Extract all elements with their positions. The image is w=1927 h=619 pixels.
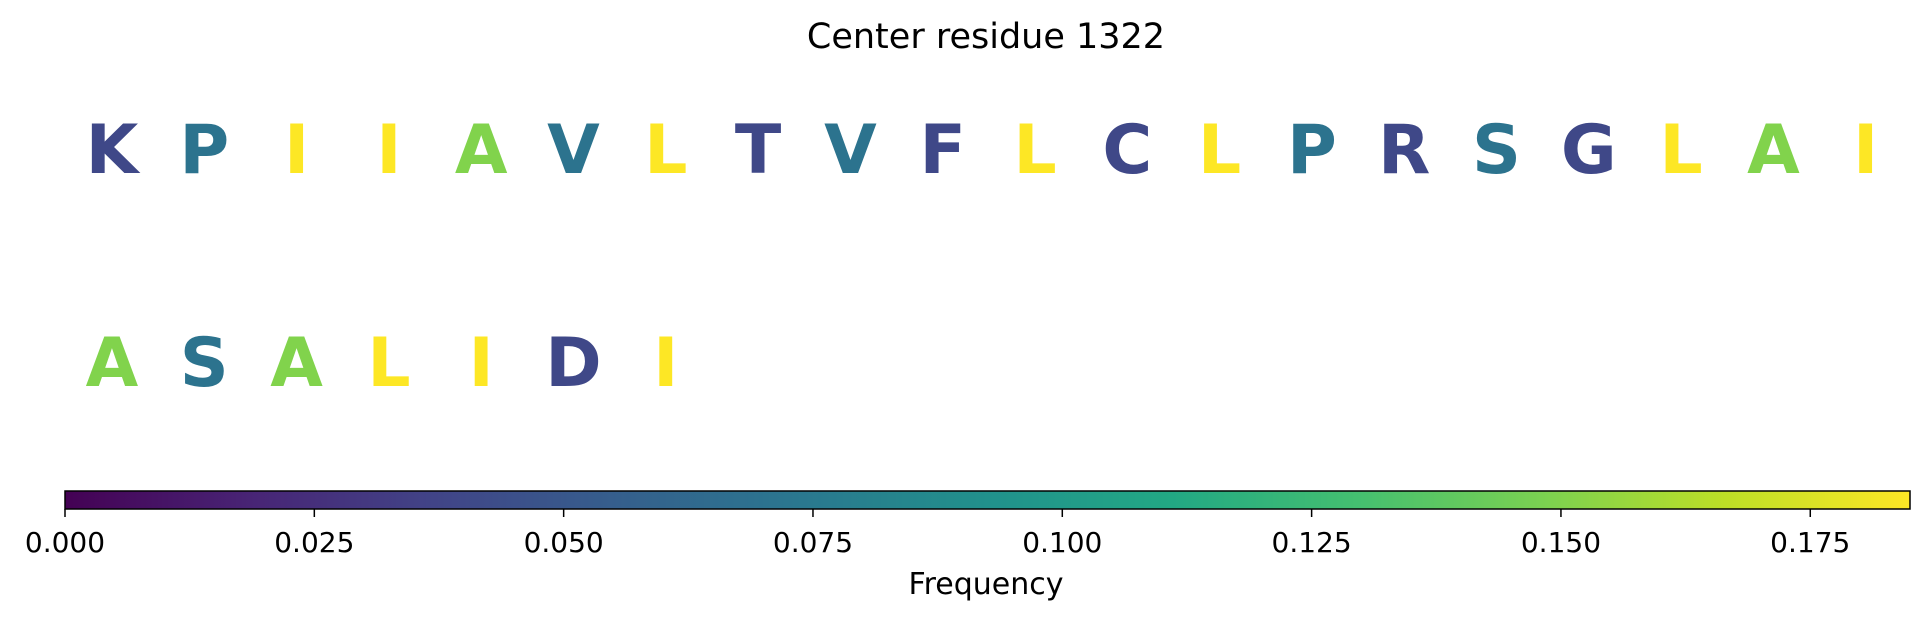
residue-letter: C (1102, 111, 1152, 190)
residue-letter: K (86, 111, 141, 190)
residue-letter: I (284, 111, 309, 190)
colorbar-tick-label: 0.125 (1272, 526, 1352, 559)
residue-letter: L (1659, 111, 1702, 190)
residue-letter: G (1561, 111, 1617, 190)
residue-letter: R (1378, 111, 1430, 190)
residue-letter: L (367, 324, 410, 403)
colorbar-tick-label: 0.000 (25, 526, 105, 559)
colorbar-tick-label: 0.175 (1770, 526, 1850, 559)
residue-letter: P (179, 111, 229, 190)
residue-letter: I (376, 111, 401, 190)
residue-letter: V (547, 111, 600, 190)
residue-letter: L (1013, 111, 1056, 190)
residue-letters: K P I I A V L T V F L C L P R S G L A IA S A L I D I (86, 111, 1879, 403)
residue-letter: A (1747, 111, 1800, 190)
residue-letter: D (545, 324, 601, 403)
residue-letter: L (644, 111, 687, 190)
residue-letter: P (1287, 111, 1337, 190)
colorbar-tick-label: 0.050 (524, 526, 604, 559)
colorbar-tick-label: 0.150 (1521, 526, 1601, 559)
residue-letter: V (824, 111, 877, 190)
residue-letter: F (919, 111, 965, 190)
chart-title: Center residue 1322 (807, 17, 1165, 57)
residue-letter: A (86, 324, 139, 403)
colorbar-tick-label: 0.025 (274, 526, 354, 559)
residue-letter: A (270, 324, 323, 403)
residue-letter: S (1472, 111, 1521, 190)
residue-letter: T (735, 111, 782, 190)
colorbar-gradient (64, 490, 1911, 510)
residue-letter: I (469, 324, 494, 403)
residue-letter: I (1853, 111, 1878, 190)
colorbar-tick-label: 0.100 (1022, 526, 1102, 559)
residue-letter: A (455, 111, 508, 190)
colorbar: 0.000 0.025 0.050 0.075 0.100 0.125 0.150 0.175… (25, 490, 1911, 602)
colorbar-label: Frequency (909, 567, 1064, 602)
residue-letter: I (653, 324, 678, 403)
colorbar-tick-label: 0.075 (773, 526, 853, 559)
residue-letter: S (180, 324, 229, 403)
residue-letter: L (1198, 111, 1241, 190)
colorbar-ticks: 0.000 0.025 0.050 0.075 0.100 0.125 0.150 0.175 (25, 509, 1850, 559)
